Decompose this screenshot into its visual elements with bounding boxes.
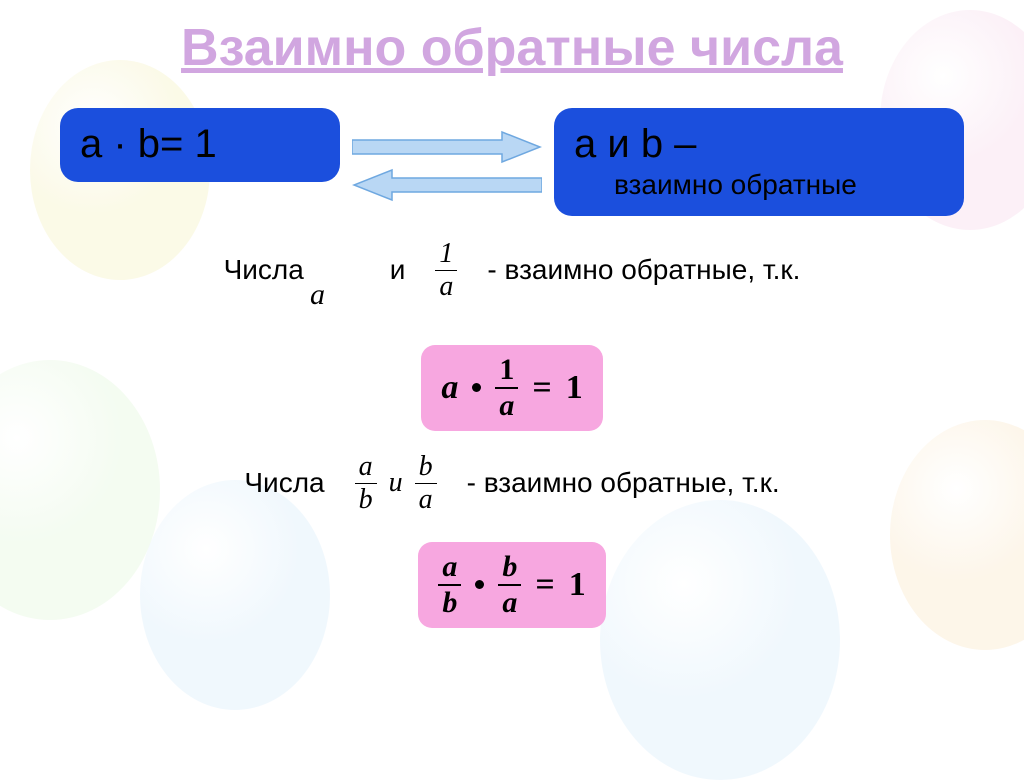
right-box-line1: a и b – <box>574 120 944 168</box>
multiply-dot-icon <box>475 580 484 589</box>
explain1-prefix: Числа <box>224 254 304 286</box>
arrow-right-icon <box>352 130 542 164</box>
formula-box-1: a 1 a = 1 <box>421 345 602 431</box>
pink1-eq: = <box>532 369 551 407</box>
explain2-suffix: - взаимно обратные, т.к. <box>467 467 780 499</box>
formula-box-2: a b b a = 1 <box>418 542 605 628</box>
arrow-group <box>352 108 542 202</box>
explain1-var-a: a <box>310 278 325 312</box>
pink1-rhs: 1 <box>566 369 583 407</box>
explanation-line-2: Числа a b u b a - взаимно обратные, т.к. <box>30 453 994 514</box>
explain2-mid-u: u <box>383 467 409 499</box>
equation-box-left: a · b= 1 <box>60 108 340 182</box>
pink1-a: a <box>441 369 458 407</box>
left-box-text: a · b= 1 <box>80 120 320 168</box>
explain1-fraction: 1 a <box>435 240 457 301</box>
right-box-line2: взаимно обратные <box>574 168 944 202</box>
slide-title: Взаимно обратные числа <box>30 18 994 78</box>
explain2-prefix: Числа <box>244 467 324 499</box>
arrow-left-icon <box>352 168 542 202</box>
slide-content: Взаимно обратные числа a · b= 1 a и b – … <box>0 0 1024 628</box>
explain2-frac2: b a <box>415 453 437 514</box>
explain2-frac1: a b <box>355 453 377 514</box>
equation-box-right: a и b – взаимно обратные <box>554 108 964 216</box>
explanation-line-1: Числа a и 1 a - взаимно обратные, т.к. <box>30 240 994 301</box>
pink2-frac2: b a <box>498 552 521 618</box>
pink2-rhs: 1 <box>569 566 586 604</box>
pink1-fraction: 1 a <box>495 355 518 421</box>
definition-row: a · b= 1 a и b – взаимно обратные <box>30 108 994 216</box>
explain1-suffix: - взаимно обратные, т.к. <box>487 254 800 286</box>
pink2-eq: = <box>535 566 554 604</box>
explain1-mid: и <box>390 254 406 286</box>
pink2-frac1: a b <box>438 552 461 618</box>
multiply-dot-icon <box>472 383 481 392</box>
